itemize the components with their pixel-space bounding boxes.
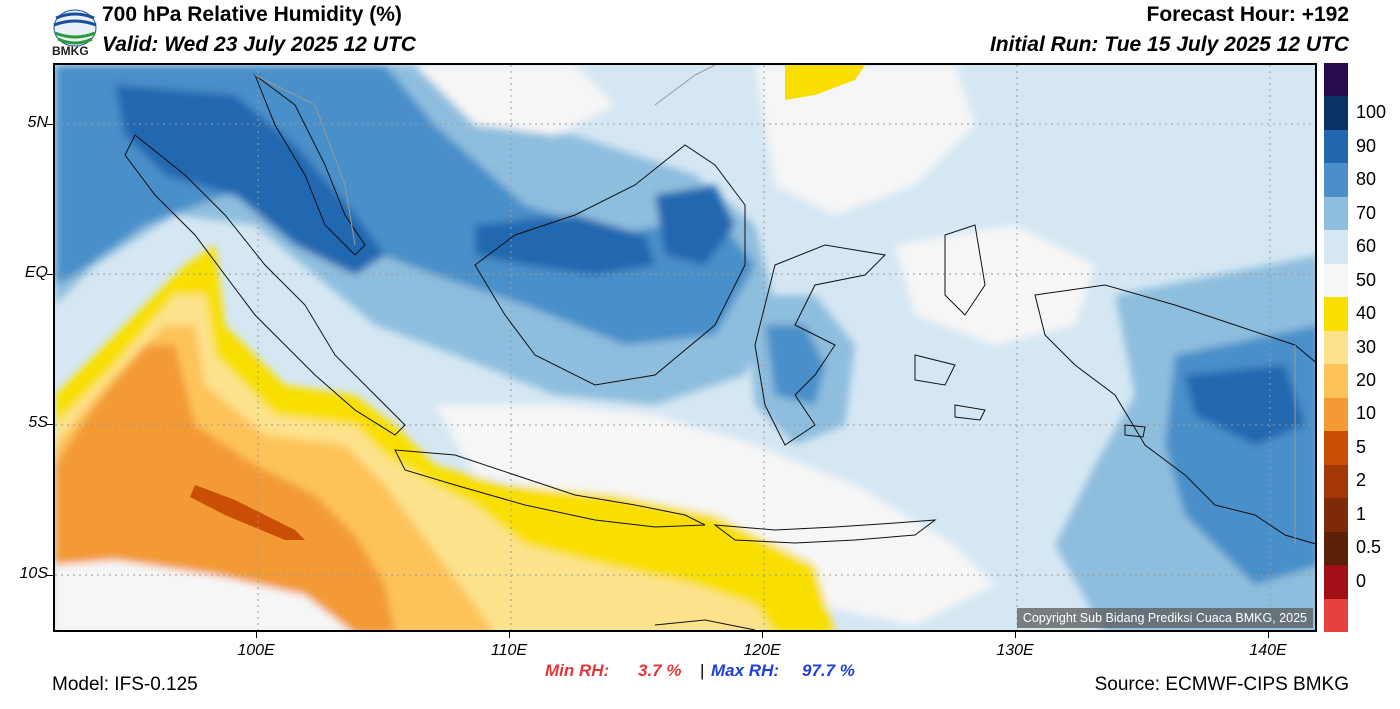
forecast-hour: Forecast Hour: +192 [1146, 3, 1350, 26]
min-rh-value: 3.7 % [638, 661, 682, 680]
colorbar-segment [1324, 531, 1348, 566]
lon-label-120e: 120E [743, 642, 781, 659]
lat-label-eq: EQ [24, 264, 48, 281]
colorbar-label: 20 [1356, 369, 1377, 390]
colorbar-label: 2 [1356, 470, 1367, 491]
lon-tick [1015, 632, 1016, 638]
colorbar-label: 60 [1356, 236, 1377, 257]
max-rh-label: Max RH: [711, 661, 780, 680]
colorbar-label: 10 [1356, 403, 1377, 424]
coastlines [124, 73, 1315, 630]
lon-tick [256, 632, 257, 638]
lat-tick [47, 424, 54, 425]
colorbar-label: 50 [1356, 269, 1377, 290]
source-info: Source: ECMWF-CIPS BMKG [1094, 674, 1349, 695]
colorbar-segment [1324, 364, 1348, 398]
colorbar-label: 0.5 [1356, 537, 1382, 558]
colorbar-segment [1324, 464, 1348, 499]
bmkg-logo [53, 9, 97, 47]
colorbar-segment [1324, 397, 1348, 432]
lat-tick [47, 575, 54, 576]
colorbar-segment [1324, 330, 1348, 365]
lon-label-130e: 130E [996, 642, 1034, 659]
colorbar-segment [1324, 565, 1348, 599]
lat-label-5s: 5S [28, 414, 48, 431]
min-rh-label: Min RH: [545, 661, 610, 680]
lon-tick [509, 632, 510, 638]
colorbar-label: 5 [1356, 436, 1367, 457]
colorbar-segment [1324, 297, 1348, 331]
dry-streak [190, 485, 305, 540]
colorbar-label: 1 [1356, 503, 1367, 524]
valid-time: Valid: Wed 23 July 2025 12 UTC [102, 33, 416, 56]
model-info: Model: IFS-0.125 [52, 674, 198, 695]
colorbar-label: 40 [1356, 303, 1377, 324]
boundaries [254, 65, 1296, 545]
colorbar-segment [1324, 196, 1348, 231]
colorbar-label: 80 [1356, 169, 1377, 190]
max-rh-value: 97.7 % [802, 661, 855, 680]
colorbar [1324, 63, 1348, 632]
lon-tick [1268, 632, 1269, 638]
lat-tick [47, 124, 54, 125]
colorbar-segment [1324, 129, 1348, 164]
colorbar-label: 100 [1356, 102, 1387, 123]
copyright-note: Copyright Sub Bidang Prediksi Cuaca BMKG… [1016, 608, 1313, 628]
lat-label-10s: 10S [19, 565, 48, 582]
colorbar-segment [1324, 598, 1348, 632]
gridlines [55, 65, 1315, 630]
lon-label-140e: 140E [1249, 642, 1287, 659]
colorbar-segment [1324, 63, 1348, 97]
dry-patch-north [785, 65, 865, 100]
colorbar-segment [1324, 263, 1348, 298]
colorbar-label: 90 [1356, 135, 1377, 156]
colorbar-segment [1324, 163, 1348, 197]
humidity-map: Copyright Sub Bidang Prediksi Cuaca BMKG… [53, 63, 1317, 632]
colorbar-label: 30 [1356, 336, 1377, 357]
initial-run: Initial Run: Tue 15 July 2025 12 UTC [989, 33, 1349, 56]
lon-label-100e: 100E [237, 642, 275, 659]
lat-label-5n: 5N [27, 114, 48, 131]
colorbar-segment [1324, 431, 1348, 465]
colorbar-segment [1324, 230, 1348, 264]
colorbar-label: 0 [1356, 570, 1367, 591]
humidity-field [55, 65, 1315, 630]
colorbar-segment [1324, 498, 1348, 532]
map-title: 700 hPa Relative Humidity (%) [102, 3, 402, 26]
colorbar-label: 70 [1356, 202, 1377, 223]
lat-tick [47, 274, 54, 275]
lon-label-110e: 110E [490, 642, 528, 659]
stats-separator: | [700, 661, 705, 680]
colorbar-segment [1324, 96, 1348, 130]
logo-text: BMKG [52, 44, 89, 58]
lon-tick [762, 632, 763, 638]
